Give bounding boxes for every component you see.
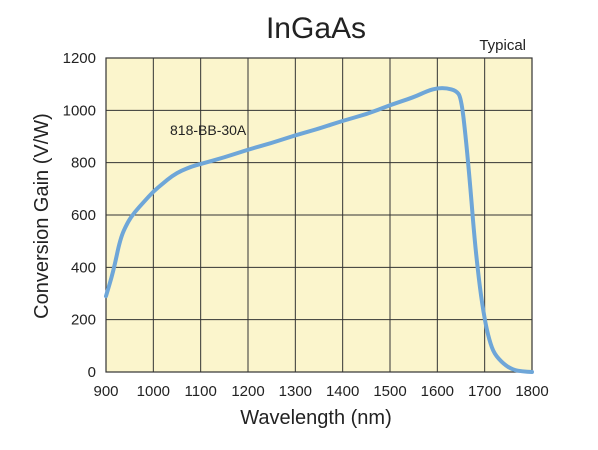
y-tick-label: 1200 xyxy=(63,50,96,67)
y-tick-label: 0 xyxy=(88,364,96,381)
x-tick-label: 900 xyxy=(93,383,118,400)
series-line-818-bb-30a xyxy=(104,86,534,374)
x-tick-label: 1700 xyxy=(468,383,501,400)
x-tick-label: 1200 xyxy=(231,383,264,400)
y-axis-label: Conversion Gain (V/W) xyxy=(31,113,53,319)
y-tick-label: 600 xyxy=(71,207,96,224)
x-tick-label: 1800 xyxy=(515,383,548,400)
x-tick-label: 1000 xyxy=(137,383,170,400)
series-label: 818-BB-30A xyxy=(170,122,247,138)
x-tick-label: 1100 xyxy=(185,383,217,400)
x-axis-label: Wavelength (nm) xyxy=(240,407,392,429)
grid-lines xyxy=(105,57,533,373)
tick-labels: 900 1000 1100 1200 1300 1400 1500 1600 1700 1800 0… xyxy=(63,50,549,400)
x-tick-label: 1300 xyxy=(279,383,312,400)
x-tick-label: 1600 xyxy=(421,383,454,400)
y-tick-label: 400 xyxy=(71,259,96,276)
y-tick-label: 1000 xyxy=(63,102,96,119)
x-tick-label: 1400 xyxy=(326,383,359,400)
chart-subtitle: Typical xyxy=(479,37,526,54)
x-tick-label: 1500 xyxy=(373,383,406,400)
y-tick-label: 200 xyxy=(71,312,96,329)
chart-title: InGaAs xyxy=(266,12,366,45)
y-tick-label: 800 xyxy=(71,155,96,172)
